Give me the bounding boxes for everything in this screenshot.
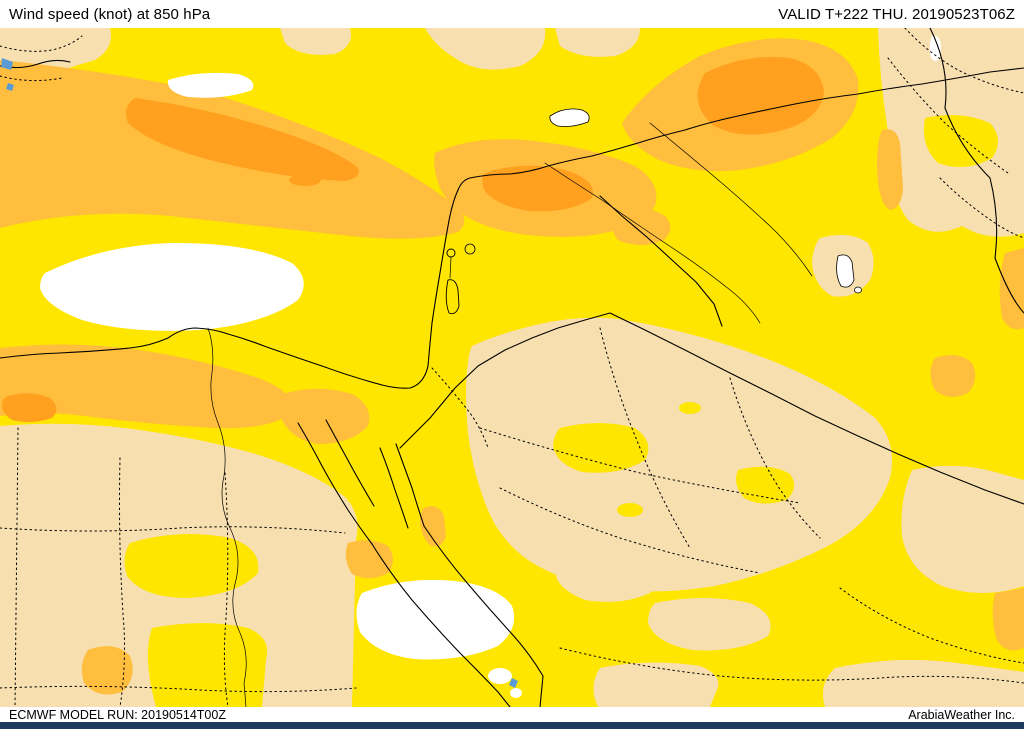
brand-bar: [0, 722, 1024, 729]
strong-wind-orange-regions: [0, 38, 1024, 695]
footer-text-row: ECMWF MODEL RUN: 20190514T00Z ArabiaWeat…: [0, 707, 1024, 722]
river-lines: [207, 122, 813, 707]
weather-map: [0, 28, 1024, 707]
dotted-boundaries: [0, 28, 1024, 707]
valid-time-label: VALID T+222 THU. 20190523T06Z: [778, 5, 1015, 23]
water-marker-glyphs: [1, 58, 518, 688]
map-footer: ECMWF MODEL RUN: 20190514T00Z ArabiaWeat…: [0, 707, 1024, 729]
attribution-label: ArabiaWeather Inc.: [908, 707, 1015, 722]
calm-white-regions: [40, 35, 941, 698]
map-header: Wind speed (knot) at 850 hPa VALID T+222…: [0, 0, 1024, 28]
lakes-and-islands: [445, 108, 862, 315]
country-borders: [0, 28, 1024, 707]
wind-contour-map: [0, 28, 1024, 707]
map-title: Wind speed (knot) at 850 hPa: [9, 5, 211, 23]
model-run-label: ECMWF MODEL RUN: 20190514T00Z: [9, 707, 226, 722]
